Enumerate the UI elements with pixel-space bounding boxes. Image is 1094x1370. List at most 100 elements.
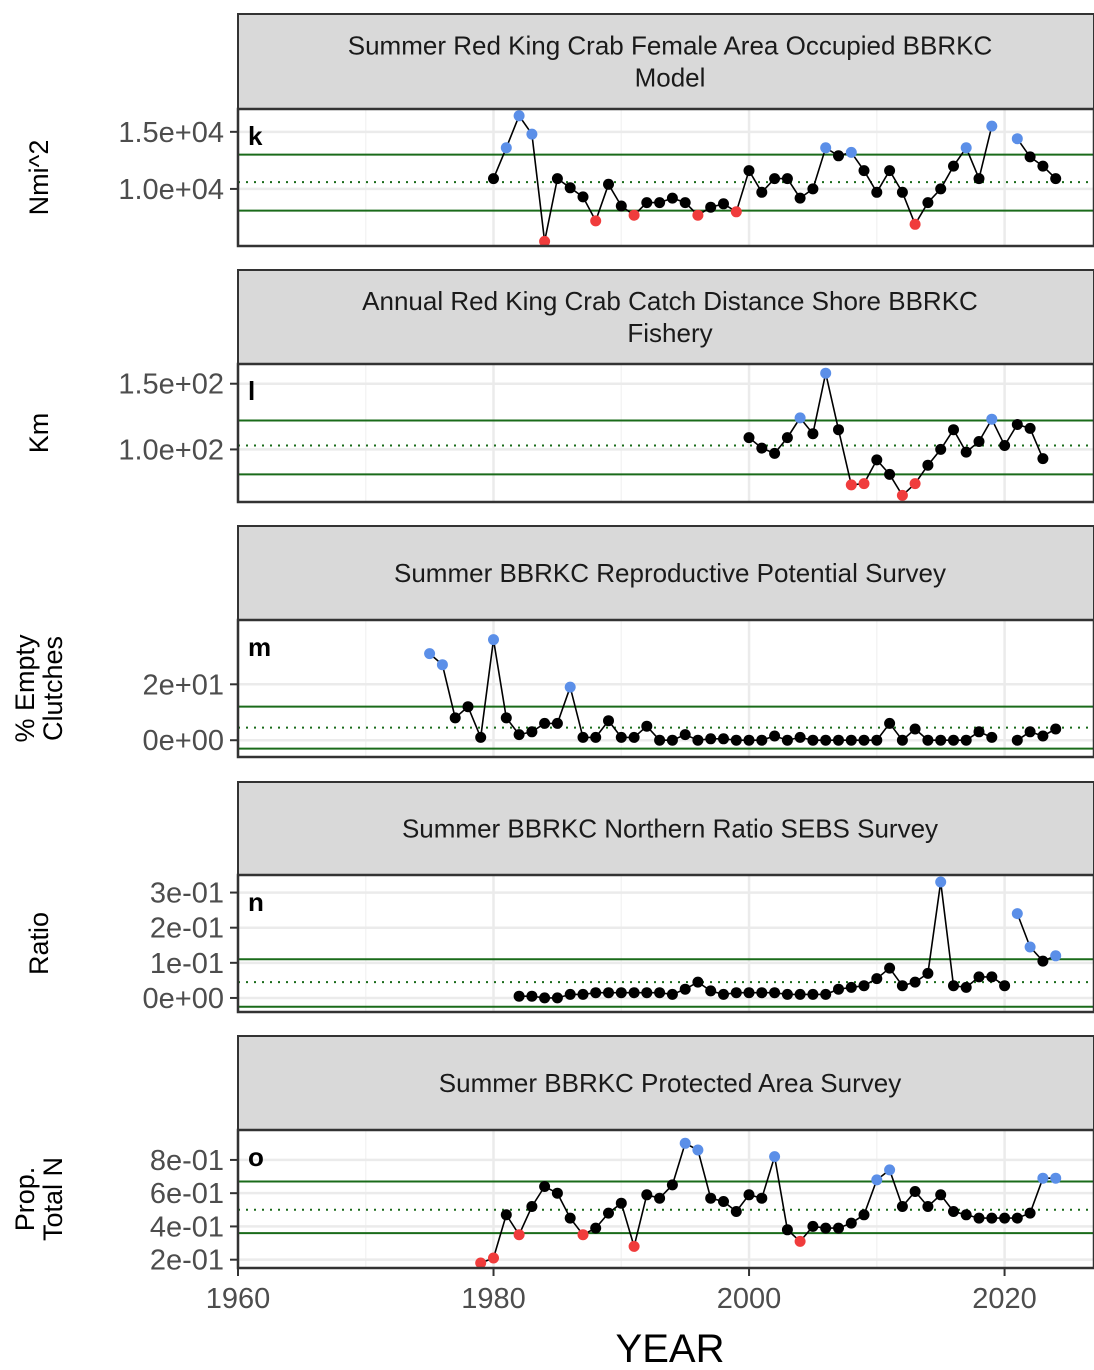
data-point <box>500 712 512 724</box>
data-point <box>960 734 972 746</box>
data-point <box>833 983 844 995</box>
panel-strip <box>237 781 1094 876</box>
y-tick-label: 1.5e+02 <box>118 369 224 401</box>
panel-letter: l <box>248 376 255 406</box>
data-point <box>705 733 717 745</box>
data-point <box>500 1209 512 1221</box>
data-point <box>845 1217 857 1229</box>
data-point <box>948 1206 959 1217</box>
data-point <box>526 990 538 1002</box>
data-point <box>1024 1207 1036 1219</box>
data-point <box>1050 950 1062 962</box>
data-point <box>603 715 614 727</box>
series-line <box>1016 138 1057 180</box>
data-point <box>628 987 640 999</box>
data-point <box>564 988 576 1000</box>
y-tick-label: 8e-01 <box>150 1145 224 1177</box>
panel-m: Summer BBRKC Reproductive Potential Surv… <box>10 525 1094 759</box>
y-tick-label: 2e-01 <box>150 1245 224 1277</box>
data-point <box>1011 908 1023 920</box>
data-point <box>781 173 793 185</box>
data-point <box>769 730 781 742</box>
data-point <box>679 197 691 209</box>
data-point <box>935 443 947 455</box>
data-point <box>641 720 653 732</box>
data-point <box>922 1201 934 1212</box>
data-point <box>781 734 793 746</box>
data-point <box>756 186 768 198</box>
data-point <box>730 987 742 999</box>
data-point <box>973 173 985 185</box>
data-point <box>692 734 704 746</box>
data-point <box>539 235 551 247</box>
data-point <box>564 182 576 194</box>
data-point <box>845 479 857 491</box>
data-point <box>935 876 947 888</box>
data-point <box>769 987 781 999</box>
panel-border <box>236 107 1094 248</box>
data-point <box>551 173 563 185</box>
data-point <box>769 447 781 459</box>
data-point <box>986 731 998 743</box>
data-point <box>424 648 436 660</box>
y-tick-label: 0e+00 <box>143 725 224 757</box>
y-axis-label: Clutches <box>38 636 68 741</box>
data-point <box>922 197 934 209</box>
data-point <box>794 412 806 424</box>
data-point <box>628 731 640 743</box>
data-point <box>1011 419 1023 430</box>
data-point <box>692 1144 704 1156</box>
data-point <box>935 1189 947 1201</box>
data-point <box>526 726 538 738</box>
data-point <box>909 218 921 230</box>
data-point <box>845 146 857 158</box>
data-point <box>960 142 972 154</box>
data-point <box>973 971 985 983</box>
data-point <box>807 1220 819 1232</box>
data-point <box>730 206 742 218</box>
data-point <box>718 1196 729 1207</box>
series-line <box>492 114 993 242</box>
x-tick-label: 1960 <box>206 1283 271 1315</box>
data-point <box>1037 453 1049 465</box>
data-point <box>948 160 959 172</box>
y-axis-label: Total N <box>38 1157 68 1241</box>
data-point <box>973 726 985 738</box>
x-axis-label: YEAR <box>616 1327 725 1370</box>
data-point <box>590 1222 602 1234</box>
data-point <box>781 988 793 1000</box>
data-point <box>909 478 921 490</box>
data-point <box>462 701 474 713</box>
data-point <box>603 1207 614 1219</box>
y-tick-label: 0e+00 <box>143 983 224 1015</box>
data-point <box>539 1181 551 1192</box>
data-point <box>781 432 793 444</box>
data-point <box>603 987 614 999</box>
data-point <box>488 173 499 185</box>
data-point <box>858 165 870 177</box>
series-line <box>1016 913 1057 963</box>
data-point <box>436 659 448 671</box>
data-point <box>705 201 717 213</box>
data-point <box>730 734 742 746</box>
x-tick-label: 1980 <box>461 1283 526 1315</box>
data-point <box>807 428 819 440</box>
y-axis-label: Prop. <box>10 1167 40 1232</box>
data-point <box>564 1212 576 1224</box>
data-point <box>960 1209 972 1221</box>
data-point <box>896 186 908 198</box>
data-point <box>641 197 653 209</box>
data-point <box>641 987 653 999</box>
data-point <box>858 734 870 746</box>
data-point <box>909 1186 921 1197</box>
data-point <box>884 165 896 177</box>
data-point <box>807 183 819 195</box>
x-tick-label: 2020 <box>972 1283 1037 1315</box>
y-axis-label: Km <box>24 413 54 454</box>
data-point <box>1050 723 1062 735</box>
data-point <box>743 165 755 177</box>
data-point <box>475 731 487 743</box>
data-point <box>615 200 627 212</box>
panel-o: Summer BBRKC Protected Area Survey o 8e-01… <box>10 1035 1094 1315</box>
